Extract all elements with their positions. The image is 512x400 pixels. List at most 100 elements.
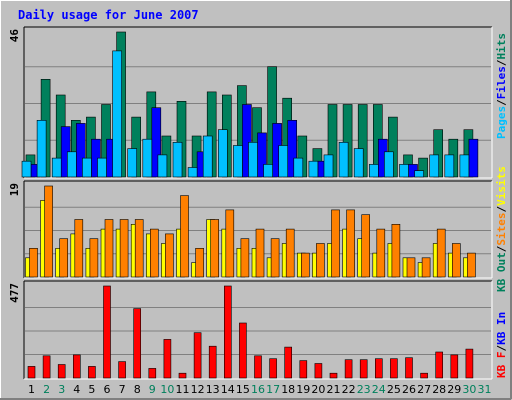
bar-kb-f-day-6 [103, 285, 111, 379]
day-label-30: 30 [462, 383, 476, 396]
legend-entry: Files [495, 66, 508, 99]
bar-sites-day-6 [104, 219, 114, 278]
day-label-27: 27 [417, 383, 431, 396]
bar-kb-f-day-9 [148, 368, 157, 379]
bar-kb-f-day-25 [390, 358, 398, 379]
day-label-26: 26 [402, 383, 416, 396]
bar-pages-day-11 [172, 142, 183, 178]
bar-pages-day-16 [248, 142, 258, 178]
legend-entry: KB F [495, 352, 508, 379]
bar-sites-day-11 [180, 195, 189, 278]
bar-kb-f-day-13 [208, 345, 217, 379]
bar-kb-f-day-17 [269, 358, 277, 379]
bar-sites-day-9 [150, 228, 159, 278]
bar-kb-f-day-19 [299, 360, 308, 379]
bar-sites-day-4 [74, 219, 84, 278]
day-label-16: 16 [251, 383, 265, 396]
bar-pages-day-4 [67, 151, 77, 178]
bar-sites-day-28 [436, 228, 446, 278]
bar-sites-day-18 [285, 228, 295, 278]
bar-kb-f-day-16 [254, 355, 262, 379]
bar-kb-f-day-20 [314, 363, 323, 379]
bar-kb-f-day-27 [420, 372, 428, 379]
bar-sites-day-23 [361, 214, 371, 278]
bar-sites-day-14 [225, 209, 235, 278]
legend-entry: Pages [495, 106, 508, 139]
bar-pages-day-5 [82, 157, 92, 178]
day-label-22: 22 [342, 383, 356, 396]
bar-pages-day-9 [142, 138, 153, 178]
bar-pages-day-10 [157, 154, 168, 178]
bar-kb-f-day-23 [359, 359, 368, 379]
day-label-13: 13 [206, 383, 220, 396]
day-label-20: 20 [311, 383, 325, 396]
y-max-label: 477 [8, 283, 21, 303]
day-label-15: 15 [236, 383, 250, 396]
bar-files-day-4 [76, 123, 86, 178]
bar-pages-day-21 [323, 154, 334, 178]
day-label-11: 11 [176, 383, 190, 396]
bar-pages-day-13 [202, 135, 213, 178]
bar-kb-f-day-29 [450, 354, 459, 379]
day-label-23: 23 [357, 383, 371, 396]
bar-kb-f-day-3 [57, 364, 66, 379]
y-max-label: 46 [8, 29, 21, 43]
day-label-7: 7 [119, 383, 126, 396]
bar-pages-day-2 [36, 120, 47, 178]
bar-kb-f-day-30 [465, 348, 474, 379]
legend-entry: KB In [495, 312, 508, 345]
day-label-14: 14 [221, 383, 235, 396]
bar-pages-day-6 [97, 157, 107, 178]
panel-kbytes: 477 [8, 280, 493, 380]
bar-kb-f-day-5 [88, 366, 96, 379]
bar-kb-f-day-15 [239, 322, 247, 379]
bar-files-day-15 [242, 104, 252, 178]
bar-sites-day-15 [240, 238, 250, 278]
day-label-5: 5 [88, 383, 95, 396]
bar-sites-day-19 [300, 252, 310, 278]
legend-entry: / [495, 99, 508, 106]
bar-pages-day-15 [233, 145, 243, 178]
bar-pages-day-20 [308, 160, 319, 178]
bar-sites-day-12 [195, 248, 204, 278]
bar-kb-f-day-24 [374, 358, 383, 379]
chart-title: Daily usage for June 2007 [18, 8, 199, 22]
bar-pages-day-3 [51, 157, 62, 178]
legend-entry: Hits [495, 33, 508, 60]
panel-hits-files-pages: 46 [8, 26, 493, 179]
day-label-18: 18 [281, 383, 295, 396]
day-label-2: 2 [43, 383, 50, 396]
legend-entry: Sites [495, 213, 508, 246]
bar-pages-day-24 [368, 164, 379, 178]
bar-files-day-30 [468, 138, 479, 178]
day-label-29: 29 [447, 383, 461, 396]
bar-sites-day-5 [89, 238, 99, 278]
day-label-6: 6 [104, 383, 111, 396]
bar-sites-day-24 [376, 228, 386, 278]
bar-sites-day-30 [467, 252, 476, 278]
bar-sites-day-13 [210, 219, 219, 278]
day-label-8: 8 [134, 383, 141, 396]
bar-pages-day-14 [218, 129, 228, 178]
bar-kb-f-day-7 [118, 361, 126, 379]
legend-1: KB Out/Sites/Visits [495, 166, 508, 292]
bar-sites-day-3 [59, 238, 69, 278]
bar-kb-f-day-11 [178, 372, 187, 379]
bar-kb-f-day-14 [224, 285, 232, 379]
legend-entry: / [495, 59, 508, 66]
day-label-4: 4 [73, 383, 80, 396]
bar-sites-day-22 [346, 209, 355, 278]
bar-pages-day-12 [187, 167, 198, 178]
legend-entry: / [495, 206, 508, 213]
day-label-17: 17 [266, 383, 280, 396]
legend-entry: KB Out [495, 252, 508, 292]
legend-entry: Visits [495, 166, 508, 206]
day-label-25: 25 [387, 383, 401, 396]
bar-sites-day-7 [119, 219, 129, 278]
legend-entry: / [495, 345, 508, 352]
bar-sites-day-1 [29, 248, 38, 278]
day-label-24: 24 [372, 383, 386, 396]
bar-sites-day-27 [421, 257, 431, 278]
bar-pages-day-30 [459, 154, 470, 178]
